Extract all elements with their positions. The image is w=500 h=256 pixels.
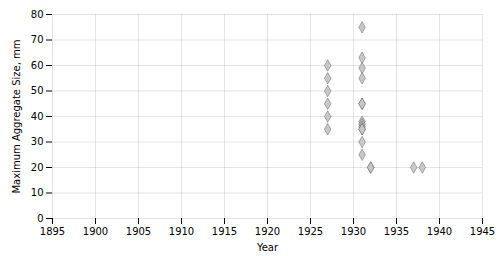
svg-text:0: 0 [37,213,43,224]
svg-text:1945: 1945 [470,226,495,237]
svg-text:1940: 1940 [427,226,452,237]
svg-text:40: 40 [31,111,44,122]
svg-text:1915: 1915 [212,226,237,237]
svg-text:1935: 1935 [384,226,409,237]
svg-text:30: 30 [31,136,44,147]
svg-text:60: 60 [31,60,44,71]
svg-text:1925: 1925 [298,226,323,237]
svg-text:1900: 1900 [83,226,108,237]
svg-text:20: 20 [31,162,44,173]
svg-text:1895: 1895 [40,226,65,237]
svg-text:80: 80 [31,9,44,20]
svg-text:70: 70 [31,34,44,45]
svg-text:Maximum Aggregate Size, mm: Maximum Aggregate Size, mm [11,39,22,193]
svg-text:1910: 1910 [169,226,194,237]
svg-text:50: 50 [31,85,44,96]
svg-text:Year: Year [256,242,279,253]
svg-text:10: 10 [31,187,44,198]
svg-text:1905: 1905 [126,226,151,237]
svg-text:1920: 1920 [255,226,280,237]
svg-text:1930: 1930 [341,226,366,237]
